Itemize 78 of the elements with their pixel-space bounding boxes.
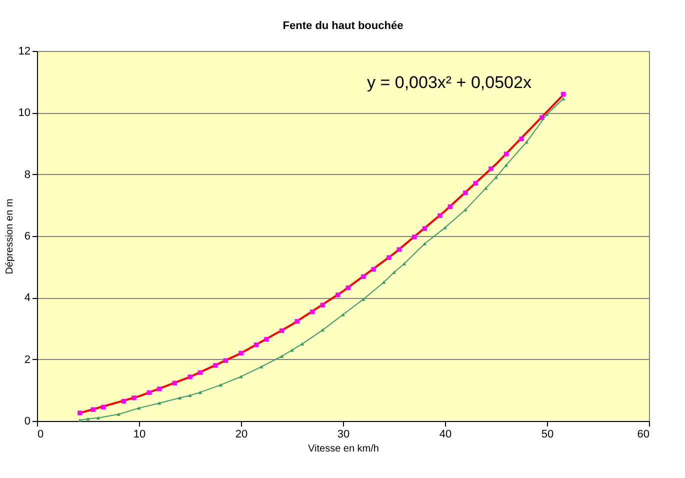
point <box>561 97 566 100</box>
point <box>545 112 549 116</box>
point <box>320 302 325 308</box>
point <box>422 242 426 246</box>
point <box>488 166 494 172</box>
point <box>188 374 192 380</box>
point <box>464 208 468 212</box>
point <box>346 285 350 290</box>
point <box>254 342 259 348</box>
point <box>422 226 427 231</box>
point <box>223 358 228 363</box>
point <box>504 152 509 156</box>
x-tick-label: 0 <box>38 428 44 440</box>
point <box>463 190 468 196</box>
point <box>392 270 396 274</box>
x-tick-label: 20 <box>235 428 248 440</box>
x-tick-label: 30 <box>337 428 350 440</box>
y-tick-label: 2 <box>24 354 30 366</box>
point <box>264 336 269 342</box>
point <box>280 354 284 358</box>
point <box>438 213 442 218</box>
x-tick-label: 40 <box>439 428 452 440</box>
x-tick-label: 50 <box>541 428 554 440</box>
point <box>188 394 192 398</box>
point <box>238 350 244 356</box>
point <box>560 92 566 97</box>
point <box>396 247 402 252</box>
point <box>121 398 126 404</box>
point <box>198 390 202 394</box>
point <box>386 255 392 260</box>
point <box>213 363 218 368</box>
point <box>519 136 524 142</box>
point <box>362 298 366 301</box>
point <box>178 396 182 400</box>
point <box>172 380 178 386</box>
x-axis-title: Vitesse en km/h <box>308 444 379 454</box>
point <box>116 412 120 416</box>
point <box>137 406 141 410</box>
point <box>279 328 284 334</box>
chart-title: Fente du haut bouchée <box>282 20 404 32</box>
point <box>524 140 528 144</box>
y-tick-label: 6 <box>24 230 30 242</box>
point <box>294 319 300 324</box>
point <box>198 370 203 375</box>
y-axis-title: Dépression en m <box>4 198 16 274</box>
point <box>448 204 452 210</box>
point <box>371 266 376 272</box>
point <box>90 407 96 412</box>
point <box>146 390 152 395</box>
x-tick-label: 10 <box>133 428 146 440</box>
point <box>443 226 447 230</box>
point <box>157 386 162 392</box>
point <box>260 365 264 368</box>
point <box>361 274 366 280</box>
x-tick-label: 60 <box>637 428 650 440</box>
point <box>77 410 82 416</box>
point <box>86 417 90 420</box>
y-tick-label: 10 <box>18 107 30 120</box>
annotation: y = 0,003x² + 0,0502x <box>367 73 532 92</box>
point <box>320 328 324 332</box>
point <box>494 176 498 180</box>
point <box>218 383 222 387</box>
point <box>300 342 304 346</box>
point <box>310 310 315 314</box>
point <box>402 262 406 266</box>
point <box>100 404 106 410</box>
point <box>96 416 100 420</box>
point <box>473 180 478 186</box>
point <box>504 163 508 167</box>
y-tick-label: 8 <box>24 168 30 181</box>
y-tick-label: 4 <box>24 292 30 304</box>
y-tick-label: 0 <box>24 416 30 428</box>
point <box>412 234 417 240</box>
point <box>78 418 82 422</box>
point <box>132 396 136 400</box>
point <box>484 186 488 190</box>
point <box>336 292 340 298</box>
y-tick-label: 12 <box>18 46 30 58</box>
